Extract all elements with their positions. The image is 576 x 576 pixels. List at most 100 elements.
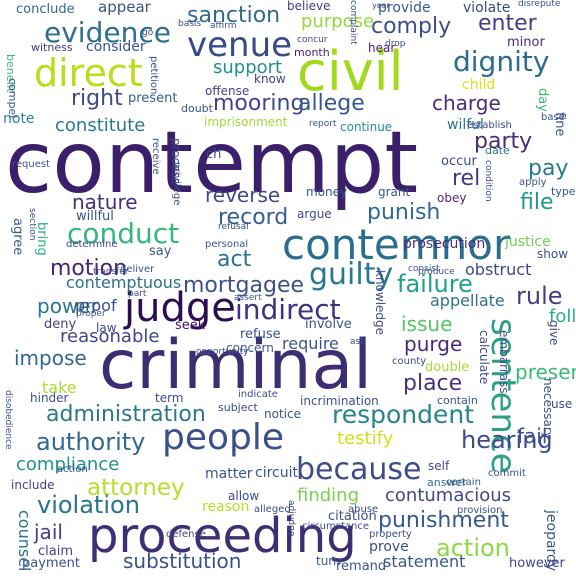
word: minor bbox=[507, 35, 545, 50]
word: obstruct bbox=[465, 260, 532, 279]
word: incrimination bbox=[300, 394, 379, 408]
word: receive bbox=[150, 138, 161, 175]
word: double bbox=[425, 360, 470, 375]
word: note bbox=[3, 111, 35, 127]
word: property bbox=[369, 529, 412, 540]
word: day bbox=[535, 88, 550, 112]
word: continue bbox=[340, 120, 393, 134]
word: appear bbox=[98, 0, 151, 16]
word: comply bbox=[371, 14, 452, 39]
word: because bbox=[296, 452, 422, 487]
word: embarrass bbox=[497, 330, 511, 394]
word: mooring bbox=[213, 91, 305, 116]
word: doubt bbox=[181, 102, 213, 115]
word: notice bbox=[264, 407, 301, 421]
word: proof bbox=[75, 296, 117, 315]
word: circuit bbox=[255, 465, 298, 481]
word: type bbox=[551, 185, 576, 198]
word: deliver bbox=[120, 264, 155, 275]
word: drop bbox=[385, 39, 406, 49]
word: action bbox=[57, 464, 88, 475]
word: argue bbox=[297, 207, 332, 221]
word: establish bbox=[467, 120, 512, 131]
word: mortgagee bbox=[183, 273, 305, 298]
word: opportunity bbox=[196, 347, 249, 357]
word: testify bbox=[337, 428, 394, 449]
word: determine bbox=[66, 239, 118, 250]
word: child bbox=[462, 77, 496, 93]
word: venue bbox=[187, 25, 293, 65]
word: violate bbox=[463, 0, 511, 16]
word: purge bbox=[404, 332, 463, 356]
word: refusal bbox=[218, 222, 249, 232]
word: proceeding bbox=[88, 508, 357, 564]
word: privilege bbox=[171, 162, 182, 206]
word: grant bbox=[378, 185, 411, 199]
word: administration bbox=[46, 402, 206, 427]
word: adjudge bbox=[286, 500, 296, 537]
word: transfer bbox=[93, 267, 129, 277]
word: money bbox=[306, 185, 348, 199]
word: contempt bbox=[5, 113, 419, 213]
word: deny bbox=[44, 317, 77, 332]
word: basis bbox=[178, 19, 202, 29]
word: alleged bbox=[254, 504, 291, 515]
word: turn bbox=[316, 554, 341, 568]
word: law bbox=[96, 321, 117, 335]
word: present bbox=[128, 91, 178, 106]
word: statement bbox=[383, 552, 466, 571]
word: power bbox=[37, 294, 99, 318]
word: punishment bbox=[378, 508, 509, 533]
word: contumacious bbox=[385, 485, 512, 506]
word: seek bbox=[175, 318, 206, 333]
word: assert bbox=[234, 293, 262, 303]
word: enter bbox=[478, 11, 537, 36]
word: take bbox=[42, 378, 77, 397]
word: provision bbox=[457, 505, 503, 516]
word: indicate bbox=[238, 389, 278, 400]
word: concern bbox=[226, 341, 274, 355]
word: say bbox=[149, 244, 172, 259]
word: act bbox=[217, 247, 252, 272]
word: compel bbox=[6, 78, 19, 119]
word: affirm bbox=[210, 21, 237, 31]
word: citation bbox=[328, 509, 377, 524]
word: concur bbox=[297, 35, 328, 45]
word: disrepute bbox=[518, 0, 561, 9]
word: claim bbox=[38, 544, 74, 559]
word: allege bbox=[298, 91, 365, 116]
word: respondent bbox=[332, 400, 475, 429]
word: fine bbox=[552, 112, 567, 137]
word: reverse bbox=[205, 183, 281, 207]
word: matter bbox=[205, 466, 253, 482]
word: self bbox=[428, 459, 450, 473]
word: sanction bbox=[187, 3, 281, 28]
word: reasonable bbox=[60, 326, 160, 347]
word: apply bbox=[519, 177, 547, 188]
word: appellate bbox=[430, 291, 505, 310]
word: hear bbox=[368, 41, 396, 55]
word: term bbox=[155, 391, 184, 405]
word: conclude bbox=[16, 2, 75, 17]
word: give bbox=[547, 320, 561, 346]
word: justice bbox=[505, 234, 551, 250]
word: contemnor bbox=[282, 220, 511, 269]
word: certain bbox=[446, 477, 481, 488]
word: wilful bbox=[447, 117, 484, 133]
word: party bbox=[474, 129, 533, 154]
word: nature bbox=[72, 190, 138, 214]
word: people bbox=[162, 417, 285, 458]
word: circumstance bbox=[302, 521, 369, 532]
word: involve bbox=[305, 317, 352, 332]
word: consider bbox=[86, 39, 146, 55]
word: petition bbox=[148, 56, 159, 95]
word: guilty bbox=[309, 257, 394, 292]
word: disobedience bbox=[3, 390, 13, 450]
word: ch bbox=[206, 147, 222, 162]
word: rel bbox=[452, 166, 481, 191]
word: occur bbox=[441, 154, 477, 169]
word: agree bbox=[10, 218, 25, 256]
word: hinder bbox=[30, 391, 69, 405]
word: hearing bbox=[461, 426, 553, 454]
